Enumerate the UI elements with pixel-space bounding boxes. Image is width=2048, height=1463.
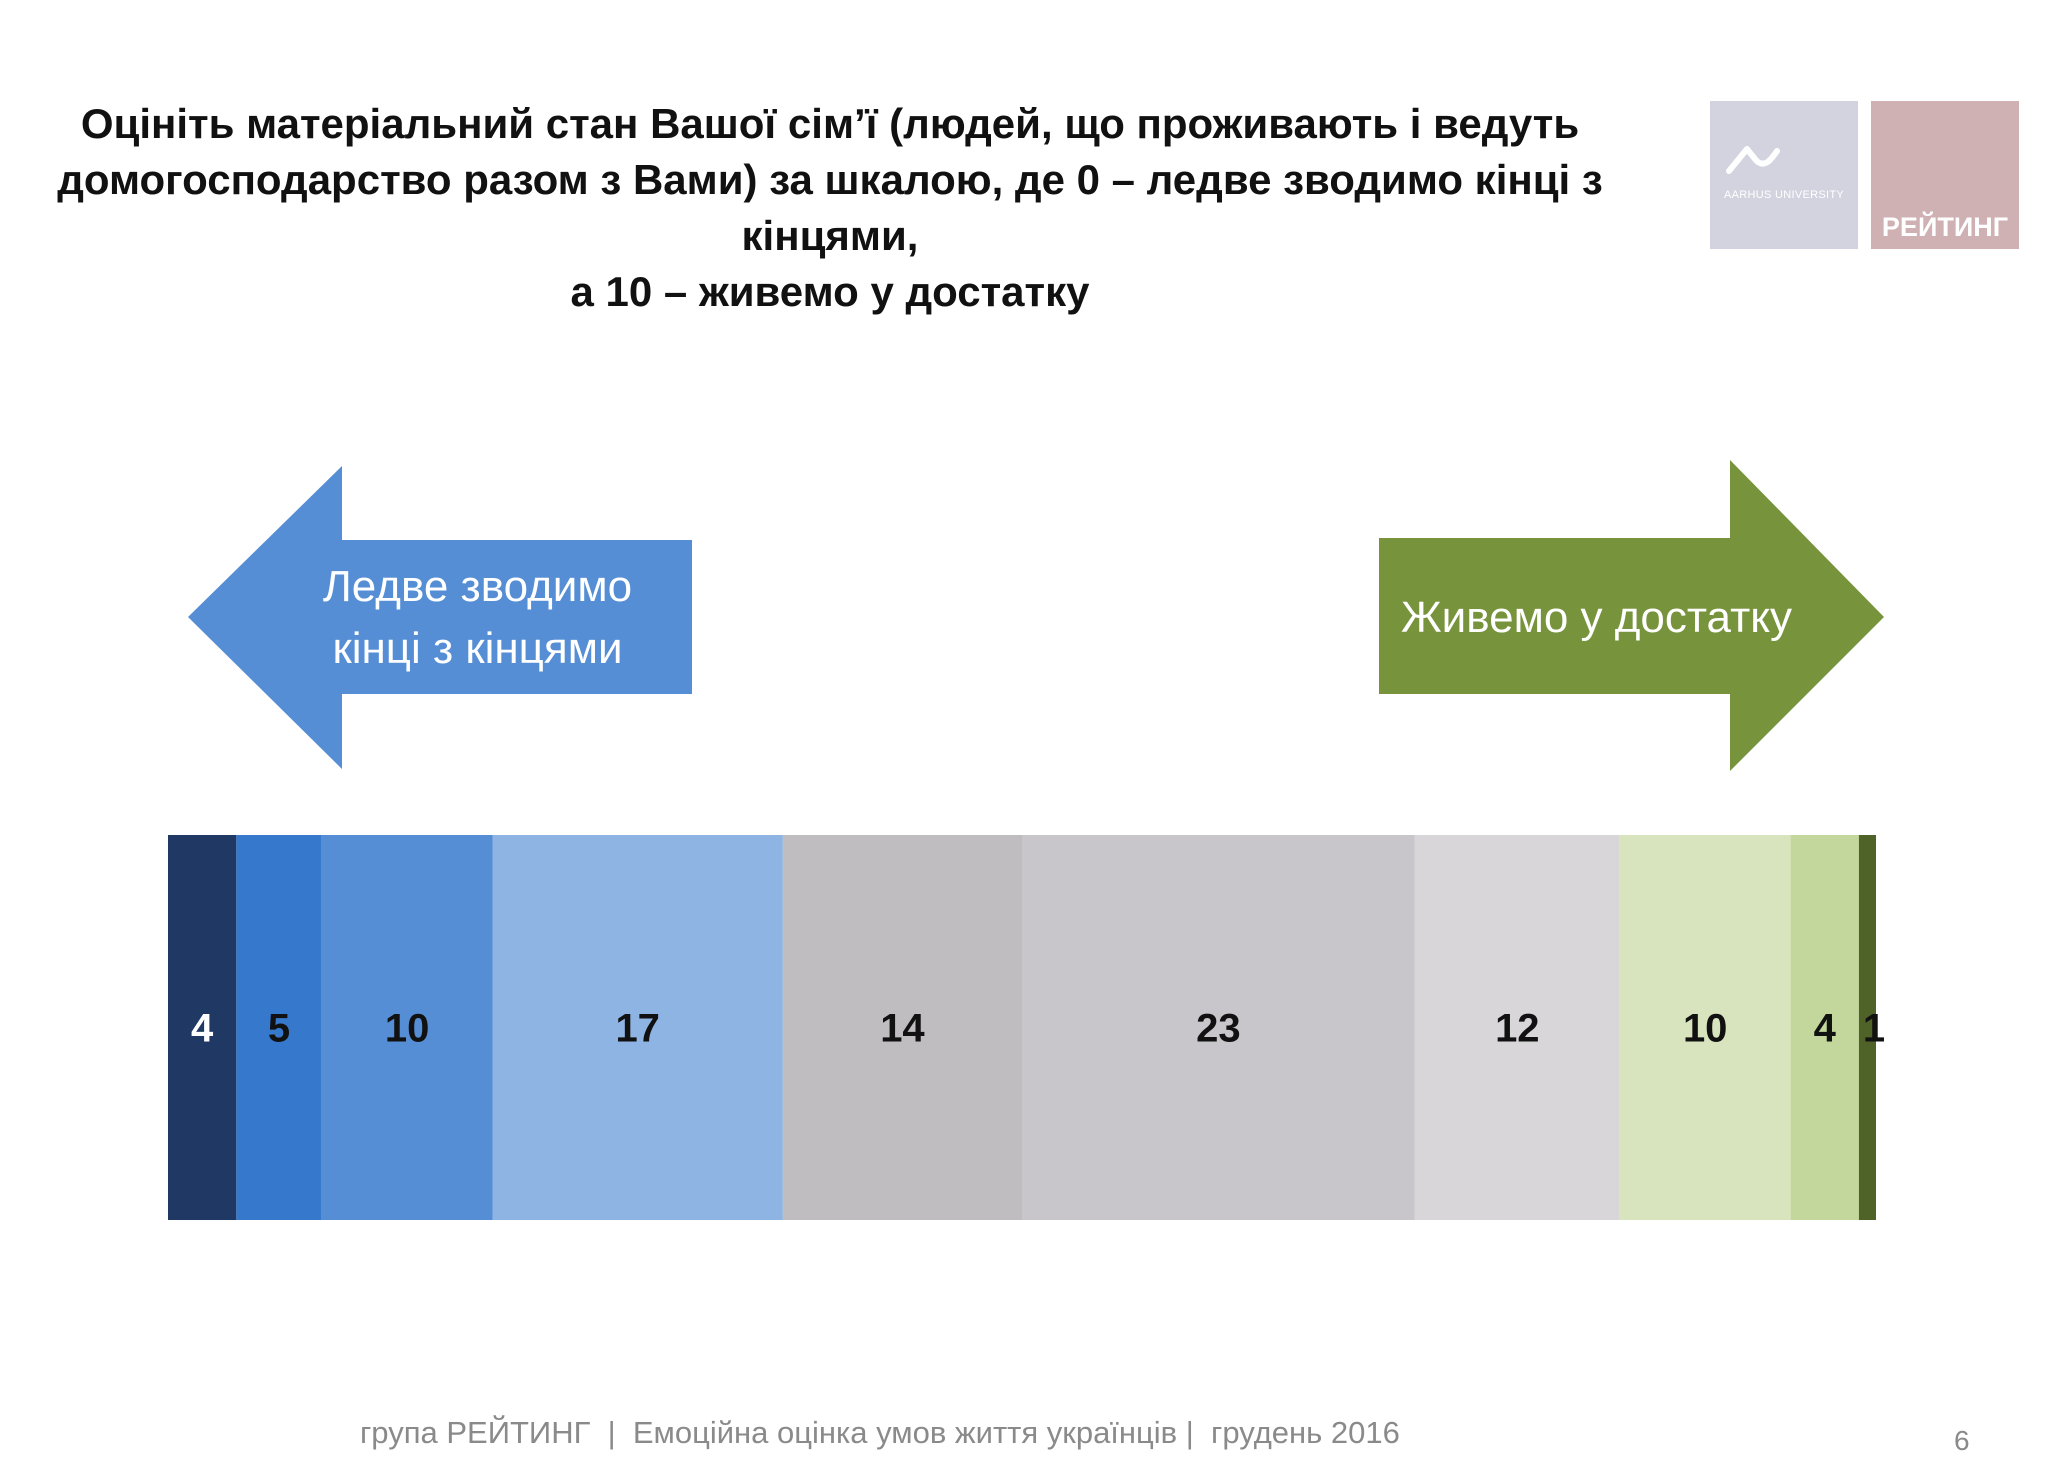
reiting-logo-text: РЕЙТИНГ: [1881, 212, 2009, 242]
bar-segment-9: [1858, 835, 1876, 1220]
bar-segment-0: [168, 835, 237, 1220]
bar-value-label-3: 17: [615, 1007, 660, 1051]
aarhus-university-logo: AARHUS UNIVERSITY: [1710, 101, 1858, 249]
bar-value-label-7: 10: [1683, 1007, 1728, 1051]
bar-segment-4: [782, 835, 1022, 1220]
page-number: 6: [1954, 1425, 1970, 1456]
chart-title: Оцініть матеріальний стан Вашої сім’ї (л…: [0, 96, 1660, 320]
bar-value-label-6: 12: [1495, 1007, 1540, 1051]
bar-segment-7: [1619, 835, 1791, 1220]
bar-segment-3: [492, 835, 783, 1220]
title-line-2: домогосподарство разом з Вами) за шкалою…: [57, 156, 1603, 259]
left-arrow-shape: [188, 466, 692, 769]
right-arrow-label: Живемо у достатку: [1401, 593, 1792, 642]
bar-segment-8: [1790, 835, 1859, 1220]
right-arrow-shape: [1379, 460, 1884, 771]
title-line-3: а 10 – живемо у достатку: [570, 268, 1090, 315]
bar-value-label-5: 23: [1196, 1007, 1241, 1051]
reiting-logo: РЕЙТИНГ: [1871, 101, 2019, 249]
aarhus-logo-text: AARHUS UNIVERSITY: [1723, 189, 1844, 201]
bar-value-label-0: 4: [191, 1007, 214, 1051]
footer-text: група РЕЙТИНГ | Емоційна оцінка умов жит…: [360, 1415, 1400, 1450]
bar-value-label-9: 1: [1863, 1007, 1885, 1051]
left-arrow-label: Ледве зводимо кінці з кінцями: [280, 556, 675, 680]
left-arrow-label-line-2: кінці з кінцями: [332, 624, 623, 673]
bar-value-label-4: 14: [880, 1007, 925, 1051]
title-line-1: Оцініть матеріальний стан Вашої сім’ї (л…: [80, 100, 1580, 147]
bar-segment-2: [321, 835, 493, 1220]
left-arrow-label-line-1: Ледве зводимо: [322, 562, 633, 611]
bar-segment-1: [236, 835, 322, 1220]
bar-segment-5: [1022, 835, 1415, 1220]
aarhus-wave-icon: [1726, 146, 1780, 174]
bar-value-label-8: 4: [1814, 1007, 1837, 1051]
bar-value-label-1: 5: [268, 1007, 290, 1051]
bar-segment-6: [1414, 835, 1620, 1220]
bar-value-label-2: 10: [385, 1007, 430, 1051]
